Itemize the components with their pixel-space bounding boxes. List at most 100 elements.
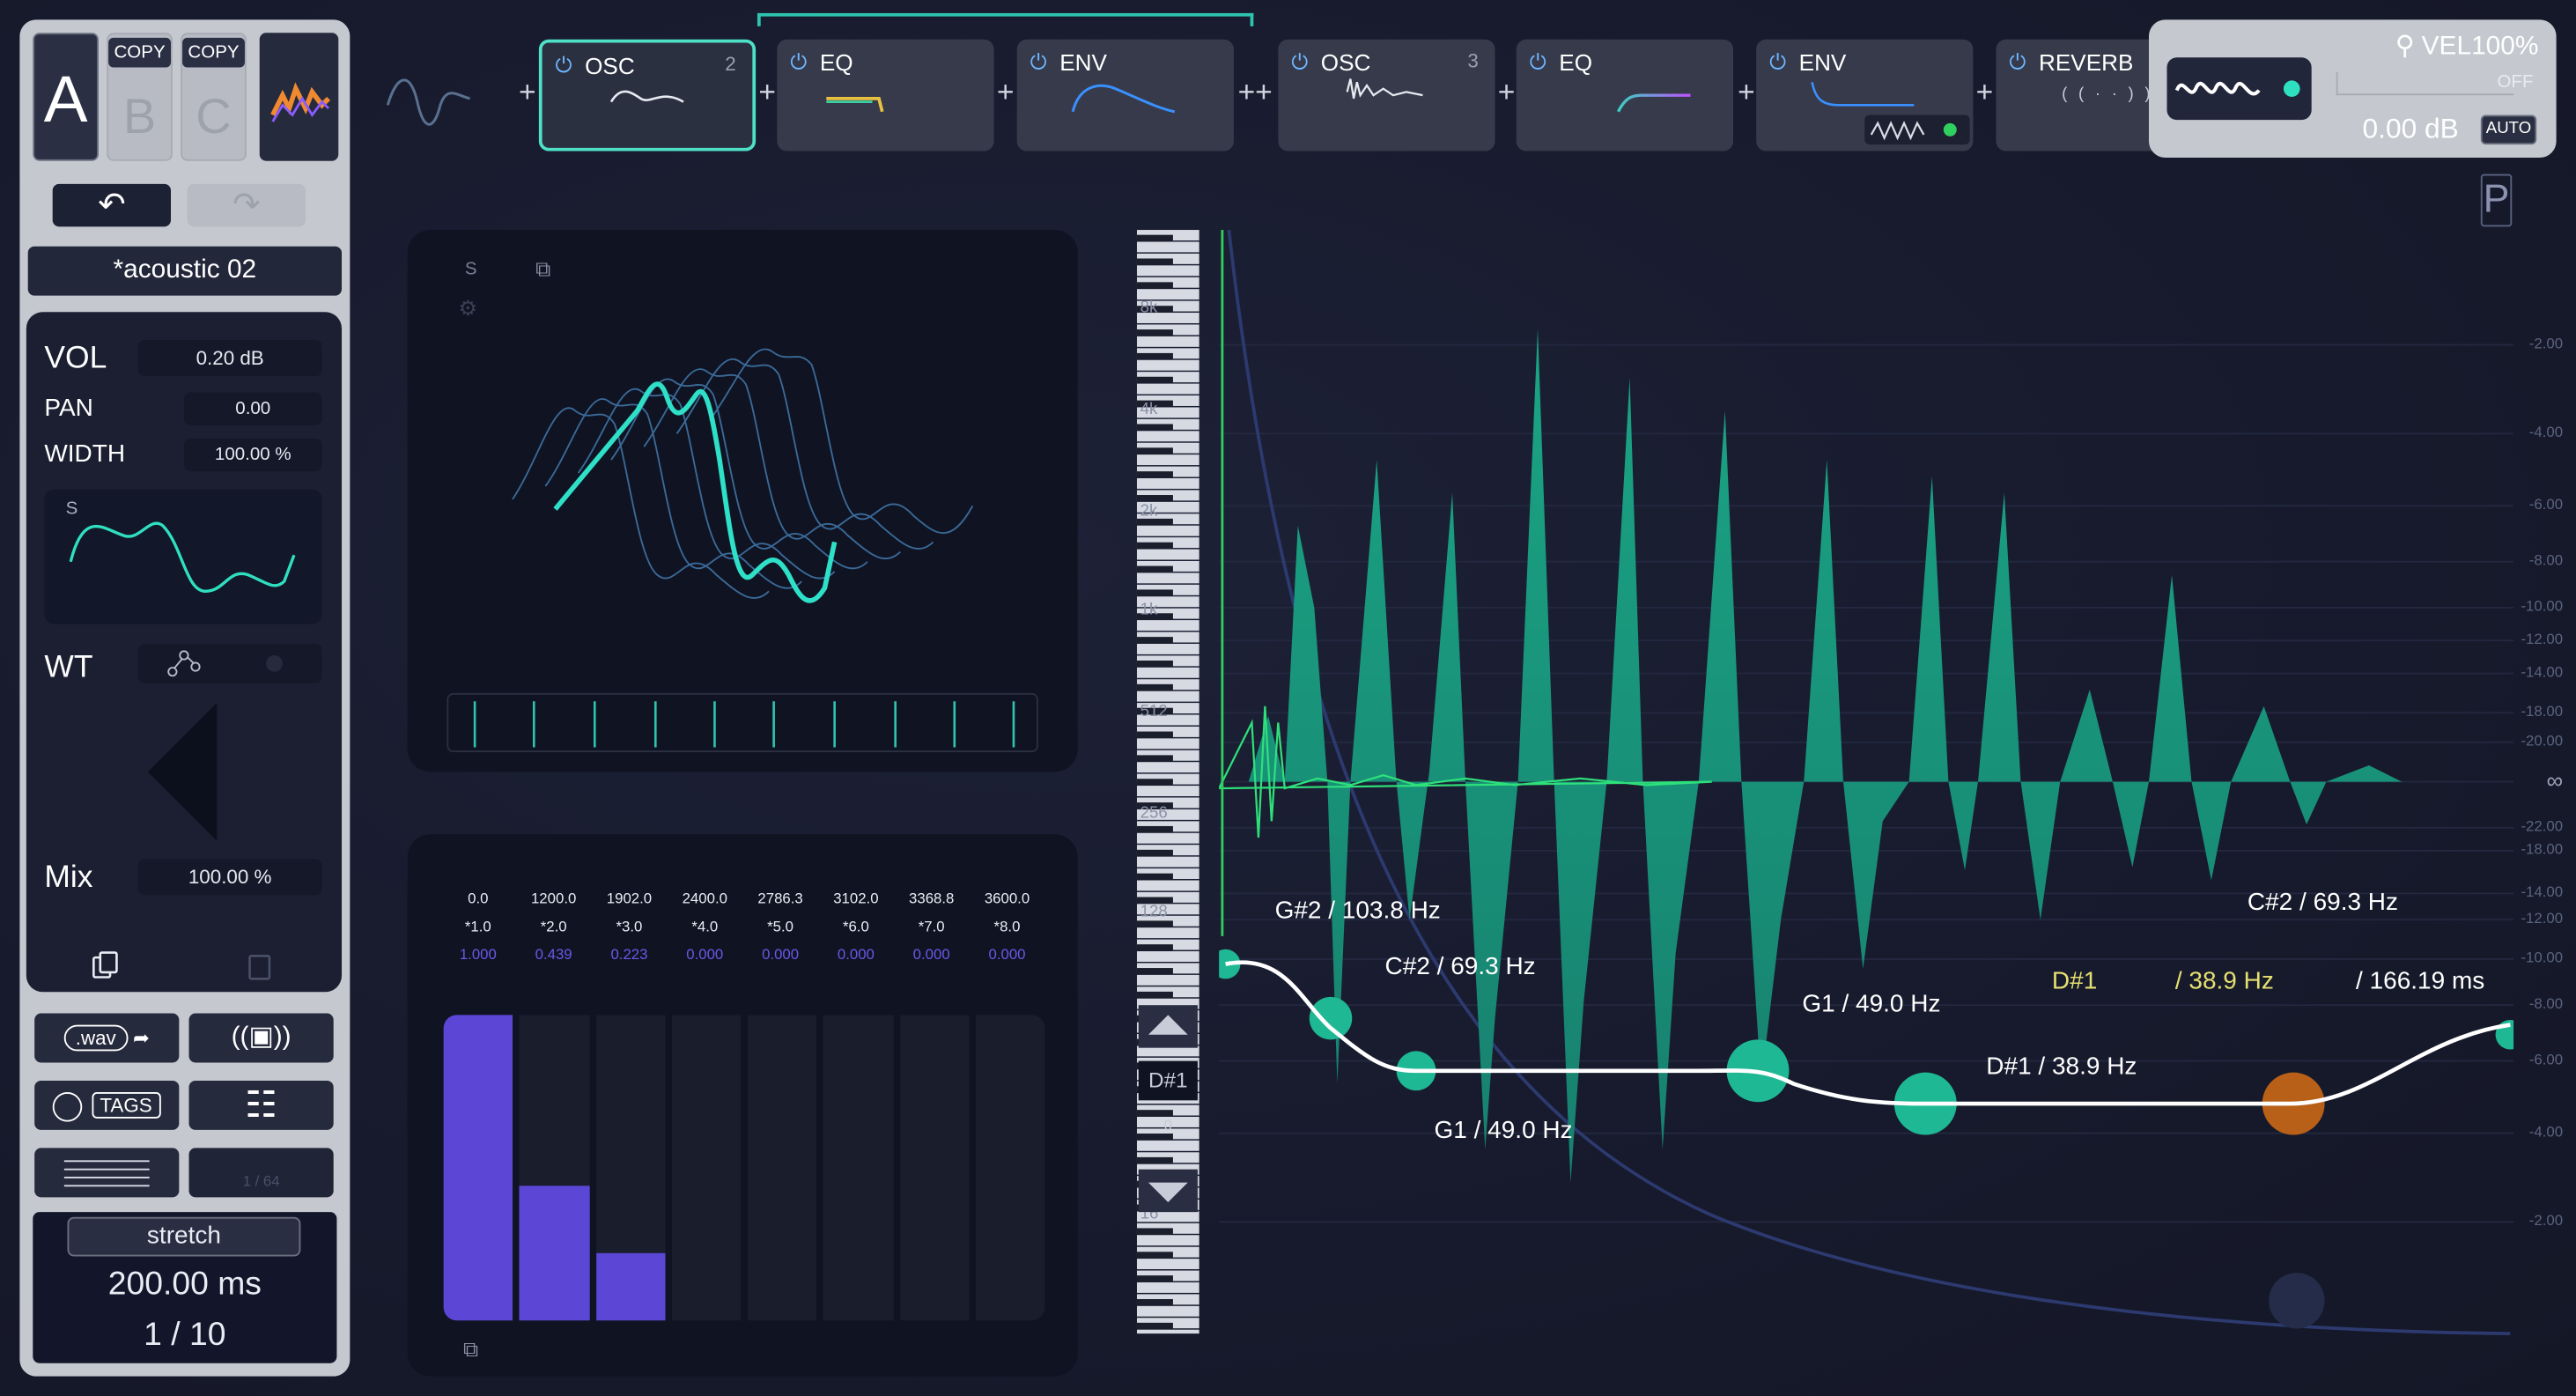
harmonic-mult[interactable]: *8.0 (993, 918, 1021, 935)
note-display[interactable]: D#1 (1138, 1060, 1198, 1101)
harmonic-freq[interactable]: 3368.8 (909, 890, 955, 907)
power-icon[interactable]: ⏻ (555, 52, 572, 78)
pan-field[interactable]: 0.00 (183, 392, 322, 425)
harmonic-freq[interactable]: 3102.0 (833, 890, 879, 907)
copy-icon[interactable] (92, 951, 118, 981)
harmonic-freq[interactable]: 2786.3 (757, 890, 803, 907)
module-env-2[interactable]: ⏻ ENV (1756, 39, 1974, 151)
pin-icon[interactable]: ⚲ (2395, 33, 2415, 61)
harmonic-bar[interactable] (443, 1015, 513, 1321)
spectrum-thumbnail[interactable] (259, 33, 339, 161)
harmonic-amp[interactable]: 0.223 (610, 946, 648, 963)
harmonic-bar-slot[interactable] (899, 1015, 970, 1321)
piano-keyboard[interactable]: 8k 4k 2k 1k 512 256 128 16 (1136, 230, 1199, 1341)
master-gain[interactable]: 0.00 dB (2362, 113, 2459, 145)
harmonic-amp[interactable]: 0.439 (535, 946, 572, 963)
power-icon[interactable]: ⏻ (1769, 48, 1787, 74)
tags-button[interactable]: TAGS (34, 1080, 180, 1130)
velocity-off[interactable]: OFF (2497, 72, 2534, 92)
master-osc-preview[interactable] (2166, 57, 2312, 121)
width-field[interactable]: 100.00 % (183, 438, 322, 472)
stretch-button[interactable]: stretch (67, 1216, 301, 1257)
add-module-button[interactable]: + (1975, 75, 1994, 109)
mix-field[interactable]: 100.00 % (137, 859, 322, 896)
slot-b-button[interactable]: COPY B (107, 33, 173, 161)
harmonic-bar-slot[interactable] (519, 1015, 589, 1321)
harmonic-amp[interactable]: 0.000 (912, 946, 950, 963)
add-module-button[interactable]: + (758, 75, 776, 109)
harmonic-freq[interactable]: 3600.0 (984, 890, 1030, 907)
note-down-button[interactable] (1138, 1169, 1198, 1213)
auto-button[interactable]: AUTO (2480, 114, 2537, 145)
harmonic-mult[interactable]: *3.0 (616, 918, 643, 935)
harmonic-bar[interactable] (595, 1252, 666, 1321)
speaker-icon[interactable]: ((▣)) (188, 1013, 334, 1063)
harmonic-amp[interactable]: 0.000 (686, 946, 724, 963)
harmonic-amp[interactable]: 0.000 (837, 946, 875, 963)
harmonic-amp[interactable]: 1.000 (459, 946, 497, 963)
env-lfo-indicator[interactable] (1864, 114, 1970, 145)
stretch-time[interactable]: 200.00 ms (107, 1266, 262, 1303)
vol-field[interactable]: 0.20 dB (137, 339, 322, 377)
power-icon[interactable]: ⏻ (790, 48, 808, 74)
list-lines-icon[interactable] (34, 1148, 180, 1198)
harmonic-freq[interactable]: 2400.0 (682, 890, 727, 907)
module-eq-2[interactable]: ⏻ EQ (1516, 39, 1734, 151)
harmonic-freq[interactable]: 0.0 (468, 890, 489, 907)
velocity-slider[interactable] (2336, 72, 2514, 96)
copy-icon[interactable]: ⧉ (535, 255, 551, 281)
pitch-point[interactable] (2269, 1273, 2325, 1329)
harmonic-bar-slot[interactable] (443, 1015, 513, 1321)
add-module-button[interactable]: + (996, 75, 1015, 109)
power-icon[interactable]: ⏻ (1291, 48, 1309, 74)
note-up-button[interactable] (1138, 1005, 1198, 1048)
harmonic-mult[interactable]: *5.0 (767, 918, 794, 935)
harmonic-bars[interactable] (443, 1015, 1045, 1321)
harmonic-mult[interactable]: *7.0 (918, 918, 945, 935)
harmonic-amp[interactable]: 0.000 (762, 946, 800, 963)
page-selector[interactable]: 1 / 64 (188, 1148, 334, 1198)
module-eq-1[interactable]: ⏻ EQ (777, 39, 994, 151)
slot-a-button[interactable]: A (33, 33, 99, 161)
power-icon[interactable]: ⏻ (1030, 48, 1047, 74)
add-module-button[interactable]: ++ (1237, 75, 1273, 109)
graph-canvas[interactable] (1210, 229, 2526, 1337)
add-module-button[interactable]: + (518, 75, 536, 109)
velocity-label[interactable]: VEL100% (2421, 33, 2539, 61)
harmonic-mult[interactable]: *2.0 (540, 918, 567, 935)
preset-name[interactable]: *acoustic 02 (27, 246, 343, 296)
p-button[interactable]: P (2480, 174, 2513, 227)
undo-button[interactable]: ↶ (52, 183, 172, 227)
waveform-pitch-graph[interactable]: G#2 / 103.8 Hz C#2 / 69.3 Hz G1 / 49.0 H… (1210, 229, 2526, 1337)
harmonic-freq[interactable]: 1200.0 (530, 890, 577, 907)
wt-mode-selector[interactable] (137, 643, 322, 683)
paste-icon[interactable] (247, 951, 273, 981)
harmonic-bar-slot[interactable] (823, 1015, 893, 1321)
module-reverb[interactable]: ⏻ REVERB ( ( · · ) ) (1996, 39, 2161, 151)
power-icon[interactable]: ⏻ (1529, 48, 1546, 74)
copy-to-b-button[interactable]: COPY (108, 37, 172, 68)
add-module-button[interactable]: + (1497, 75, 1516, 109)
wavetable-frame-strip[interactable] (447, 692, 1038, 753)
octave-display[interactable]: 0 (1163, 1117, 1172, 1134)
play-left-arrow-icon[interactable] (147, 703, 218, 841)
copy-to-c-button[interactable]: COPY (182, 37, 245, 68)
harmonic-bar[interactable] (519, 1185, 589, 1321)
harmonic-bar-slot[interactable] (747, 1015, 817, 1321)
export-wav-button[interactable]: .wav ➦ (34, 1013, 180, 1063)
wavetable-3d-view[interactable] (506, 329, 1000, 657)
harmonic-amp[interactable]: 0.000 (988, 946, 1026, 963)
lfo-preview[interactable]: S (44, 489, 322, 624)
copy-icon[interactable]: ⧉ (463, 1336, 479, 1362)
harmonic-bar-slot[interactable] (595, 1015, 666, 1321)
redo-button[interactable]: ↷ (187, 183, 306, 227)
module-osc-3[interactable]: ⏻ OSC 3 (1278, 39, 1495, 151)
harmonic-mult[interactable]: *1.0 (464, 918, 491, 935)
slot-c-button[interactable]: COPY C (181, 33, 247, 161)
harmonic-mult[interactable]: *4.0 (691, 918, 719, 935)
harmonic-mult[interactable]: *6.0 (842, 918, 869, 935)
sliders-icon[interactable]: ☷ (188, 1080, 334, 1130)
harmonic-bar-slot[interactable] (671, 1015, 742, 1321)
module-env-1[interactable]: ⏻ ENV (1016, 39, 1234, 151)
pitch-point[interactable] (1309, 996, 1353, 1040)
